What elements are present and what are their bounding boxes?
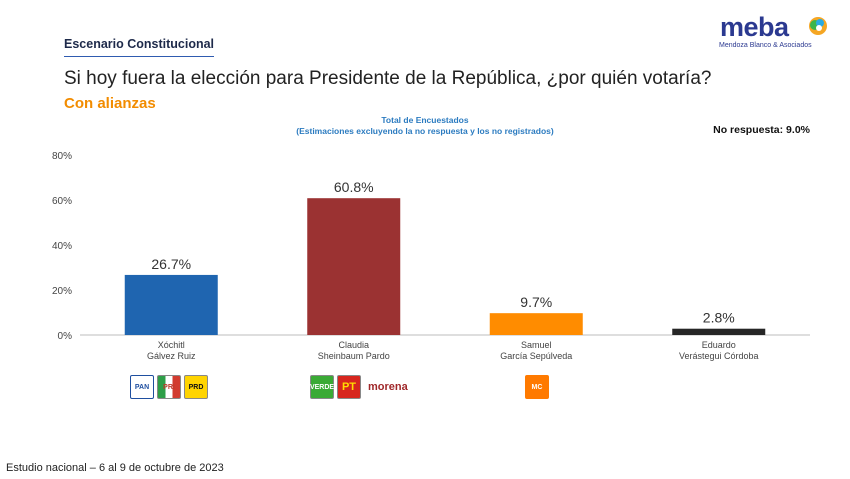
y-tick-label: 40% — [52, 241, 72, 252]
brand-tagline: Mendoza Blanco & Asociados — [719, 42, 812, 49]
pan-logo: PAN — [130, 375, 154, 399]
bar — [489, 313, 583, 335]
data-label: 26.7% — [151, 256, 191, 272]
pt-logo: PT — [337, 375, 361, 399]
chart-title: Total de Encuestados (Estimaciones exclu… — [230, 115, 620, 137]
category-label: Xóchitl — [158, 340, 185, 350]
bar — [672, 328, 766, 335]
no-response-label: No respuesta: 9.0% — [713, 124, 810, 136]
party-logos-claudia: VERDE PT morena — [310, 374, 408, 400]
data-label: 9.7% — [520, 294, 552, 310]
category-label: Claudia — [338, 340, 369, 350]
chart-title-line2: (Estimaciones excluyendo la no respuesta… — [296, 126, 554, 136]
bar — [307, 198, 401, 335]
bar — [124, 274, 218, 335]
data-label: 60.8% — [334, 179, 374, 195]
category-label: García Sepúlveda — [500, 351, 572, 361]
brand-logo: meba — [720, 12, 789, 42]
category-label: Eduardo — [702, 340, 736, 350]
morena-logo: morena — [368, 381, 408, 393]
pri-logo: PRI — [157, 375, 181, 399]
party-logos-samuel: MC — [525, 374, 549, 400]
prd-logo: PRD — [184, 375, 208, 399]
page-subtitle: Con alianzas — [64, 95, 156, 112]
footer-note: Estudio nacional – 6 al 9 de octubre de … — [6, 462, 224, 474]
y-tick-label: 20% — [52, 286, 72, 297]
party-logos-xochitl: PAN PRI PRD — [130, 374, 208, 400]
y-tick-label: 80% — [52, 151, 72, 162]
y-tick-label: 0% — [58, 331, 73, 342]
category-label: Sheinbaum Pardo — [318, 351, 390, 361]
logo-swirl-icon — [809, 17, 827, 35]
verde-logo: VERDE — [310, 375, 334, 399]
y-tick-label: 60% — [52, 196, 72, 207]
page-title: Si hoy fuera la elección para Presidente… — [64, 68, 712, 89]
section-underline — [64, 56, 214, 57]
data-label: 2.8% — [703, 310, 735, 326]
chart-title-line1: Total de Encuestados — [381, 115, 469, 125]
mc-logo: MC — [525, 375, 549, 399]
category-label: Gálvez Ruiz — [147, 351, 196, 361]
section-title: Escenario Constitucional — [64, 37, 215, 51]
category-label: Verástegui Córdoba — [679, 351, 759, 361]
category-label: Samuel — [521, 340, 552, 350]
